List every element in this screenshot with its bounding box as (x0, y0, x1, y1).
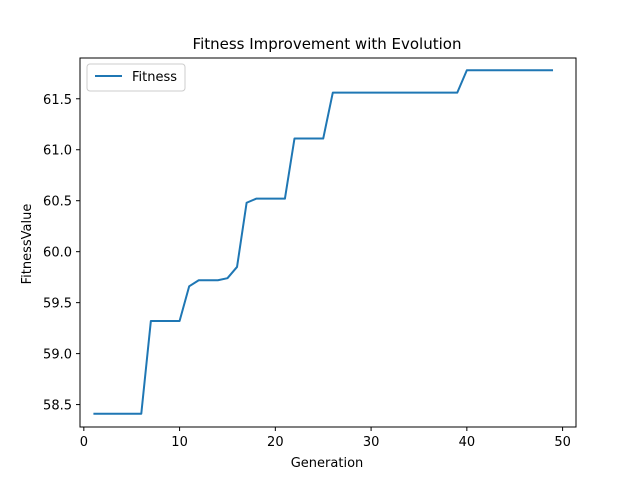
y-tick-label: 61.0 (43, 144, 72, 159)
y-tick-label: 59.5 (43, 297, 72, 312)
series-line-fitness (93, 69, 554, 415)
x-axis-label: Generation (291, 456, 364, 471)
legend: Fitness (86, 63, 186, 92)
x-tick-label: 40 (459, 435, 476, 450)
legend-box (86, 63, 186, 92)
y-axis-label: FitnessValue (20, 204, 35, 285)
y-tick-label: 58.5 (43, 399, 72, 414)
y-tick-label: 60.0 (43, 246, 72, 261)
x-tick-label: 20 (267, 435, 284, 450)
series-layer (93, 69, 554, 415)
x-tick-label: 10 (171, 435, 188, 450)
chart-title: Fitness Improvement with Evolution (193, 35, 462, 53)
x-tick-label: 30 (363, 435, 380, 450)
x-tick-label: 0 (80, 435, 88, 450)
x-tick-label: 50 (554, 435, 571, 450)
y-tick-label: 61.5 (43, 93, 72, 108)
axes-frame (79, 57, 577, 428)
y-tick-label: 60.5 (43, 195, 72, 210)
axis-ticks: 0 10 20 30 40 50 58.5 59.0 59.5 60.0 60.5 61.0 61.5 (43, 93, 571, 450)
legend-label-fitness: Fitness (132, 70, 177, 85)
y-tick-label: 59.0 (43, 348, 72, 363)
